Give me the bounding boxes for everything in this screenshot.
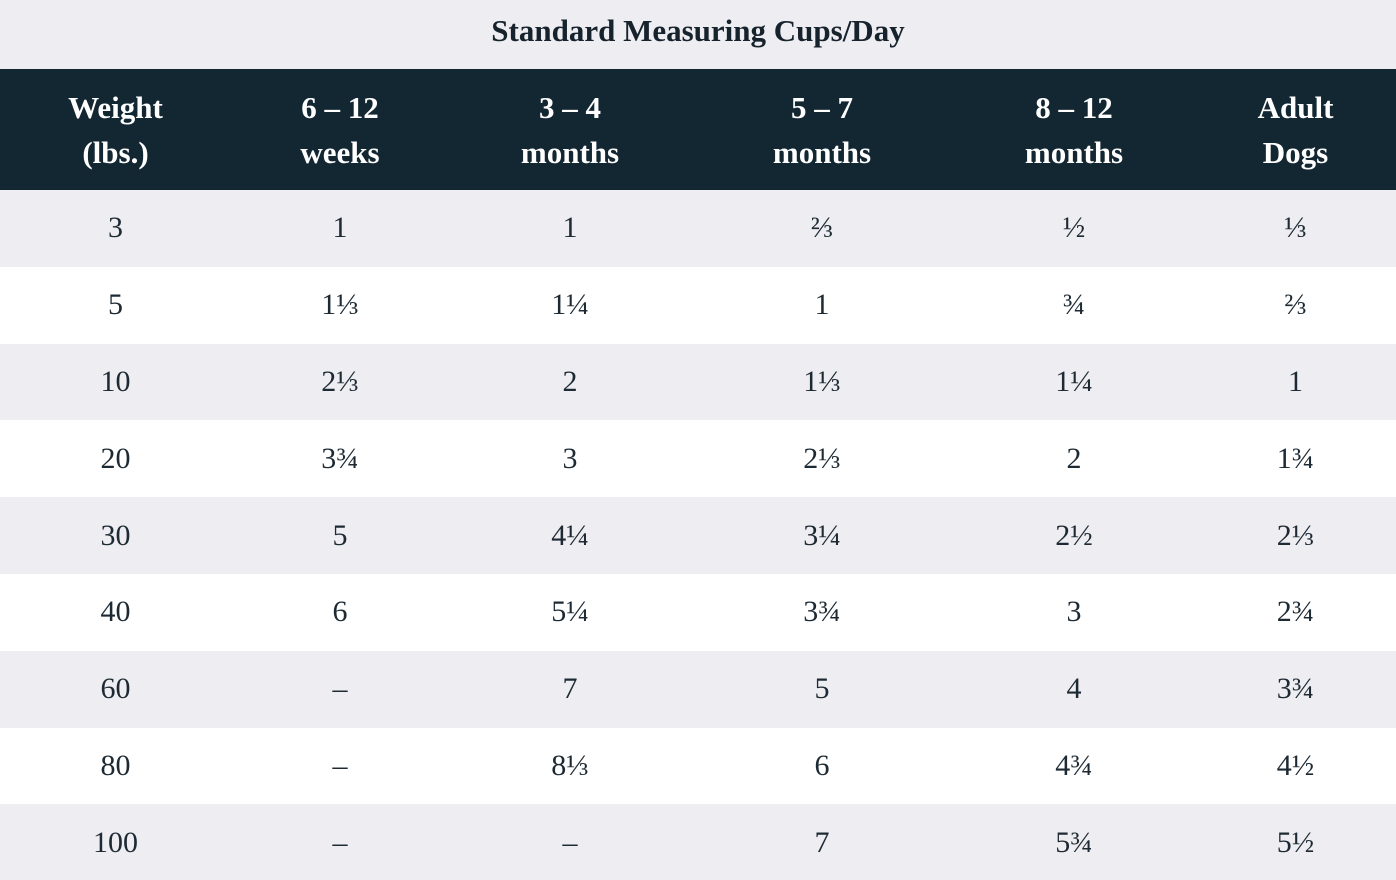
table-cell: ½ xyxy=(1062,211,1086,245)
table-cell: 2⅓ xyxy=(803,441,841,475)
table-cell: 5¾ xyxy=(1055,825,1093,859)
table-cell: 5 xyxy=(332,518,348,552)
table-row: 5 1⅓ 1¼ 1 ¾ ⅔ xyxy=(0,266,1396,344)
table-cell: ⅓ xyxy=(1284,211,1307,245)
table-cell: 100 xyxy=(93,825,138,859)
table-cell: 2¾ xyxy=(1276,595,1315,629)
table-cell: 60 xyxy=(100,672,131,706)
table-cell: 2½ xyxy=(1055,518,1093,552)
table-cell: 5 xyxy=(108,288,123,322)
table-cell: 7 xyxy=(814,825,830,859)
table-cell: 5½ xyxy=(1276,825,1315,859)
table-cell: 1 xyxy=(332,211,348,245)
table-cell: 3¼ xyxy=(803,518,841,552)
table-cell: ⅔ xyxy=(1284,288,1307,322)
table-cell: 30 xyxy=(100,518,131,552)
table-cell: 4¼ xyxy=(551,518,589,552)
table-cell: 1⅓ xyxy=(803,364,841,398)
table-cell: 80 xyxy=(100,748,131,782)
table-cell: 6 xyxy=(814,748,830,782)
table-cell: 1 xyxy=(814,288,830,322)
table-cell: 10 xyxy=(100,364,131,398)
table-cell: 7 xyxy=(562,672,578,706)
table-cell: 1¼ xyxy=(1055,364,1093,398)
table-cell: 2 xyxy=(562,364,578,398)
table-row: 60 – 7 5 4 3¾ xyxy=(0,650,1396,728)
table-row: 80 – 8⅓ 6 4¾ 4½ xyxy=(0,727,1396,805)
table-cell: 5 xyxy=(814,672,830,706)
header-3-4-months: 3 – 4 months xyxy=(520,89,620,170)
table-row: 20 3¾ 3 2⅓ 2 1¾ xyxy=(0,420,1396,498)
table-cell: 4¾ xyxy=(1055,748,1093,782)
header-6-12-weeks: 6 – 12 weeks xyxy=(300,89,380,170)
table-cell: – xyxy=(332,748,348,782)
header-row: Weight (lbs.) 6 – 12 weeks 3 – 4 months 5 –… xyxy=(0,69,1396,190)
feeding-table: Weight (lbs.) 6 – 12 weeks 3 – 4 months 5 –… xyxy=(0,69,1396,880)
table-cell: 4 xyxy=(1066,672,1082,706)
table-cell: 40 xyxy=(100,595,131,629)
table-cell: 2⅓ xyxy=(1276,518,1315,552)
table-cell: 5¼ xyxy=(551,595,589,629)
table-row: 30 5 4¼ 3¼ 2½ 2⅓ xyxy=(0,497,1396,574)
chart-title: Standard Measuring Cups/Day xyxy=(0,0,1396,69)
table-cell: 1¼ xyxy=(551,288,589,322)
table-cell: 1 xyxy=(1288,364,1303,398)
table-cell: 4½ xyxy=(1276,748,1315,782)
table-cell: 3¾ xyxy=(321,441,359,475)
table-cell: – xyxy=(332,672,348,706)
table-row: 40 6 5¼ 3¾ 3 2¾ xyxy=(0,573,1396,651)
table-cell: 3 xyxy=(562,441,578,475)
table-cell: 1⅓ xyxy=(321,288,359,322)
table-cell: ⅔ xyxy=(810,211,834,245)
header-5-7-months: 5 – 7 months xyxy=(772,89,872,170)
table-row: 3 1 1 ⅔ ½ ⅓ xyxy=(0,190,1396,267)
table-cell: ¾ xyxy=(1062,288,1086,322)
table-row: 10 2⅓ 2 1⅓ 1¼ 1 xyxy=(0,343,1396,421)
header-weight: Weight (lbs.) xyxy=(68,89,163,170)
table-cell: 1¾ xyxy=(1276,441,1315,475)
table-cell: 3 xyxy=(1066,595,1082,629)
table-cell: 8⅓ xyxy=(551,748,589,782)
table-body: 3 1 1 ⅔ ½ ⅓ 5 1⅓ 1¼ 1 ¾ ⅔ 10 2⅓ 2 1⅓ 1¼ 1 20 3¾ 3 2⅓ 2 1¾ 30 5 4¼ 3… xyxy=(0,190,1396,880)
table-cell: – xyxy=(562,825,578,859)
table-cell: 1 xyxy=(562,211,578,245)
table-header: Weight (lbs.) 6 – 12 weeks 3 – 4 months 5 –… xyxy=(0,69,1396,190)
table-cell: 20 xyxy=(100,441,131,475)
table-cell: 3¾ xyxy=(803,595,841,629)
table-cell: 3¾ xyxy=(1276,672,1315,706)
table-cell: 3 xyxy=(108,211,123,245)
header-8-12-months: 8 – 12 months xyxy=(1024,89,1124,170)
table-cell: 2 xyxy=(1066,441,1082,475)
table-row: 100 – – 7 5¾ 5½ xyxy=(0,804,1396,880)
header-adult-dogs: Adult Dogs xyxy=(1257,89,1334,170)
table-cell: 6 xyxy=(332,595,348,629)
table-cell: 2⅓ xyxy=(321,364,359,398)
table-cell: – xyxy=(332,825,348,859)
